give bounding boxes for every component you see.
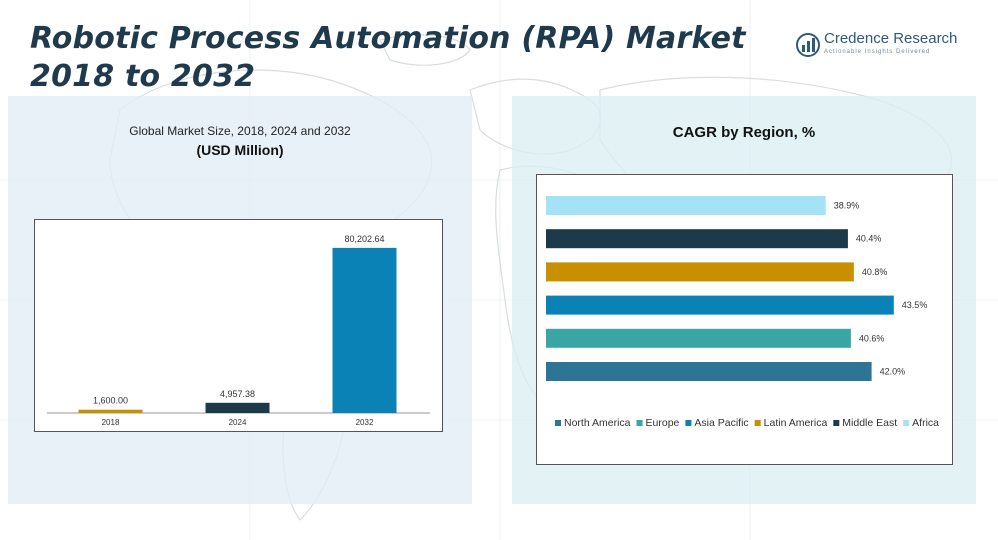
legend-swatch-europe	[636, 420, 643, 426]
market-size-chart-frame: 1,600.00 2018 4,957.38 2024 80,202.64 2032	[34, 219, 443, 432]
legend-swatch-middle-east	[833, 420, 840, 426]
market-size-title: Global Market Size, 2018, 2024 and 2032	[129, 124, 351, 138]
market-size-chart: 1,600.00 2018 4,957.38 2024 80,202.64 2032	[47, 234, 430, 427]
bar-asia-pacific	[546, 295, 894, 315]
legend-swatch-latin-america	[754, 420, 761, 426]
legend-label-asia-pacific: Asia Pacific	[694, 417, 748, 429]
bar-value-label-europe: 40.6%	[859, 333, 885, 343]
logo-name: Credence Research	[824, 30, 958, 47]
bar-value-label-latin-america: 40.8%	[862, 267, 888, 277]
market-size-unit: (USD Million)	[196, 142, 284, 158]
bar-value-label-2018: 1,600.00	[93, 396, 128, 406]
legend-swatch-africa	[903, 420, 910, 426]
x-tick-label-2024: 2024	[229, 418, 247, 427]
cagr-chart: 38.9% 40.4% 40.8% 43.5% 40.6% 42.0% North Amer…	[546, 196, 939, 429]
page-title: Robotic Process Automation (RPA) Market …	[30, 21, 746, 94]
bar-value-label-middle-east: 40.4%	[856, 234, 882, 244]
legend-label-latin-america: Latin America	[764, 417, 828, 429]
bar-value-label-2032: 80,202.64	[344, 234, 384, 244]
bar-latin-america	[546, 262, 854, 282]
bar-value-label-north-america: 42.0%	[880, 367, 906, 377]
cagr-chart-frame: 38.9% 40.4% 40.8% 43.5% 40.6% 42.0% North Amer…	[536, 174, 953, 465]
legend-label-africa: Africa	[912, 417, 939, 429]
logo-mark-icon	[796, 33, 820, 57]
bar-middle-east	[546, 229, 848, 249]
legend-swatch-north-america	[555, 420, 561, 426]
legend-label-middle-east: Middle East	[842, 417, 897, 429]
bar-north-america	[546, 362, 872, 381]
bar-europe	[546, 328, 851, 348]
brand-logo: Credence Research Actionable Insights De…	[796, 30, 976, 64]
legend-swatch-asia-pacific	[685, 420, 692, 426]
x-tick-label-2018: 2018	[102, 418, 120, 427]
chart-legend: North America Europe Asia Pacific Latin Ame…	[555, 417, 939, 429]
bar-africa	[546, 196, 826, 215]
bar-value-label-africa: 38.9%	[834, 201, 860, 211]
bar-2018	[78, 409, 143, 413]
x-tick-label-2032: 2032	[356, 418, 374, 427]
bar-value-label-asia-pacific: 43.5%	[902, 300, 928, 310]
bar-value-label-2024: 4,957.38	[220, 389, 255, 399]
logo-tagline: Actionable Insights Delivered	[824, 49, 931, 55]
legend-label-north-america: North America	[564, 417, 631, 429]
cagr-title: CAGR by Region, %	[672, 124, 816, 141]
legend-label-europe: Europe	[646, 417, 680, 429]
bar-2024	[205, 402, 270, 413]
bar-2032	[332, 247, 397, 413]
